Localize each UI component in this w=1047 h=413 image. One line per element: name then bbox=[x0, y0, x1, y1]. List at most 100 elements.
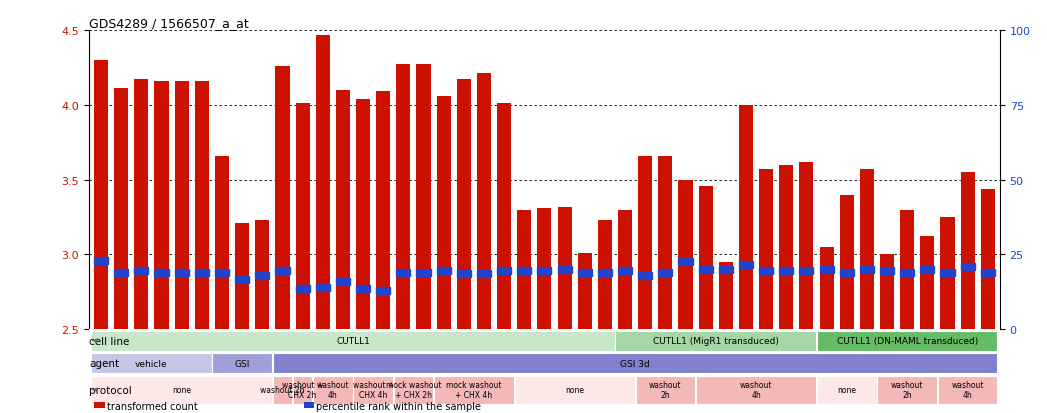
Text: GSI 3d: GSI 3d bbox=[620, 359, 650, 368]
Bar bbox=[900, 269, 914, 276]
Text: none: none bbox=[565, 385, 584, 394]
Bar bbox=[195, 269, 209, 276]
Bar bbox=[639, 156, 652, 329]
Text: CUTLL1: CUTLL1 bbox=[336, 336, 370, 345]
Bar bbox=[558, 207, 572, 329]
Bar bbox=[698, 186, 713, 329]
Bar bbox=[91, 331, 615, 351]
Bar bbox=[134, 80, 149, 329]
Bar bbox=[920, 266, 934, 273]
Bar bbox=[394, 376, 433, 404]
Bar bbox=[114, 269, 129, 276]
Bar bbox=[698, 266, 713, 273]
Bar bbox=[578, 269, 592, 276]
Bar bbox=[820, 266, 833, 273]
Bar bbox=[840, 269, 853, 276]
Bar bbox=[960, 263, 975, 270]
Bar bbox=[618, 210, 632, 329]
Text: protocol: protocol bbox=[89, 385, 132, 395]
Bar bbox=[718, 262, 733, 329]
Bar bbox=[356, 286, 371, 292]
Bar bbox=[900, 210, 914, 329]
Bar bbox=[255, 221, 269, 329]
Bar bbox=[799, 268, 814, 275]
Text: washout +
CHX 2h: washout + CHX 2h bbox=[282, 380, 324, 399]
Text: washout 2h: washout 2h bbox=[261, 385, 305, 394]
Text: CUTLL1 (DN-MAML transduced): CUTLL1 (DN-MAML transduced) bbox=[837, 336, 978, 345]
Bar bbox=[195, 82, 209, 329]
Bar bbox=[175, 82, 188, 329]
Bar bbox=[175, 269, 188, 276]
Text: transformed count: transformed count bbox=[107, 401, 198, 411]
Text: washout
2h: washout 2h bbox=[649, 380, 682, 399]
Bar bbox=[537, 268, 552, 275]
Bar bbox=[336, 90, 350, 329]
Bar bbox=[456, 271, 471, 278]
Bar bbox=[879, 255, 894, 329]
Bar bbox=[497, 268, 511, 275]
Text: vehicle: vehicle bbox=[135, 359, 168, 368]
Bar bbox=[155, 82, 169, 329]
Bar bbox=[295, 286, 310, 292]
Text: GDS4289 / 1566507_a_at: GDS4289 / 1566507_a_at bbox=[89, 17, 249, 30]
Bar bbox=[477, 271, 491, 278]
Text: mock washout
+ CHX 2h: mock washout + CHX 2h bbox=[385, 380, 441, 399]
Text: CUTLL1 (MigR1 transduced): CUTLL1 (MigR1 transduced) bbox=[652, 336, 779, 345]
Bar bbox=[456, 80, 471, 329]
Bar bbox=[578, 253, 592, 329]
Bar bbox=[376, 287, 391, 294]
Text: washout
4h: washout 4h bbox=[740, 380, 773, 399]
Text: washout
2h: washout 2h bbox=[891, 380, 923, 399]
Bar bbox=[313, 376, 353, 404]
Bar bbox=[114, 89, 129, 329]
Bar bbox=[517, 268, 531, 275]
Bar bbox=[356, 100, 371, 329]
Bar bbox=[960, 173, 975, 329]
Bar bbox=[696, 376, 816, 404]
Bar bbox=[236, 277, 249, 283]
Text: GSI: GSI bbox=[235, 359, 250, 368]
Bar bbox=[273, 376, 292, 404]
Bar bbox=[817, 331, 998, 351]
Bar bbox=[537, 209, 552, 329]
Text: none: none bbox=[172, 385, 192, 394]
Text: washout
4h: washout 4h bbox=[952, 380, 984, 399]
Bar bbox=[316, 36, 330, 329]
Bar bbox=[920, 237, 934, 329]
Bar bbox=[779, 165, 794, 329]
Bar bbox=[799, 162, 814, 329]
Bar bbox=[497, 104, 511, 329]
Bar bbox=[437, 97, 450, 329]
Bar bbox=[598, 221, 611, 329]
Bar bbox=[618, 268, 632, 275]
Bar bbox=[435, 376, 514, 404]
Bar bbox=[940, 269, 955, 276]
Text: agent: agent bbox=[89, 358, 119, 368]
Bar bbox=[678, 259, 692, 266]
Bar bbox=[616, 331, 816, 351]
Bar bbox=[275, 67, 290, 329]
Bar bbox=[598, 269, 611, 276]
Bar bbox=[354, 376, 393, 404]
Bar bbox=[678, 180, 692, 329]
Bar bbox=[860, 170, 874, 329]
Bar bbox=[817, 376, 876, 404]
Text: cell line: cell line bbox=[89, 336, 130, 346]
Bar bbox=[860, 266, 874, 273]
Bar bbox=[877, 376, 937, 404]
Bar bbox=[417, 65, 430, 329]
Bar bbox=[376, 92, 391, 329]
Bar bbox=[938, 376, 998, 404]
Bar bbox=[213, 354, 272, 373]
Bar bbox=[981, 189, 995, 329]
Bar bbox=[879, 268, 894, 275]
Bar bbox=[215, 156, 229, 329]
Bar bbox=[417, 269, 430, 276]
Bar bbox=[295, 104, 310, 329]
Bar bbox=[273, 354, 998, 373]
Bar bbox=[275, 268, 290, 275]
Bar bbox=[558, 266, 572, 273]
Bar bbox=[739, 106, 753, 329]
Bar bbox=[94, 257, 108, 264]
Bar bbox=[336, 278, 350, 285]
